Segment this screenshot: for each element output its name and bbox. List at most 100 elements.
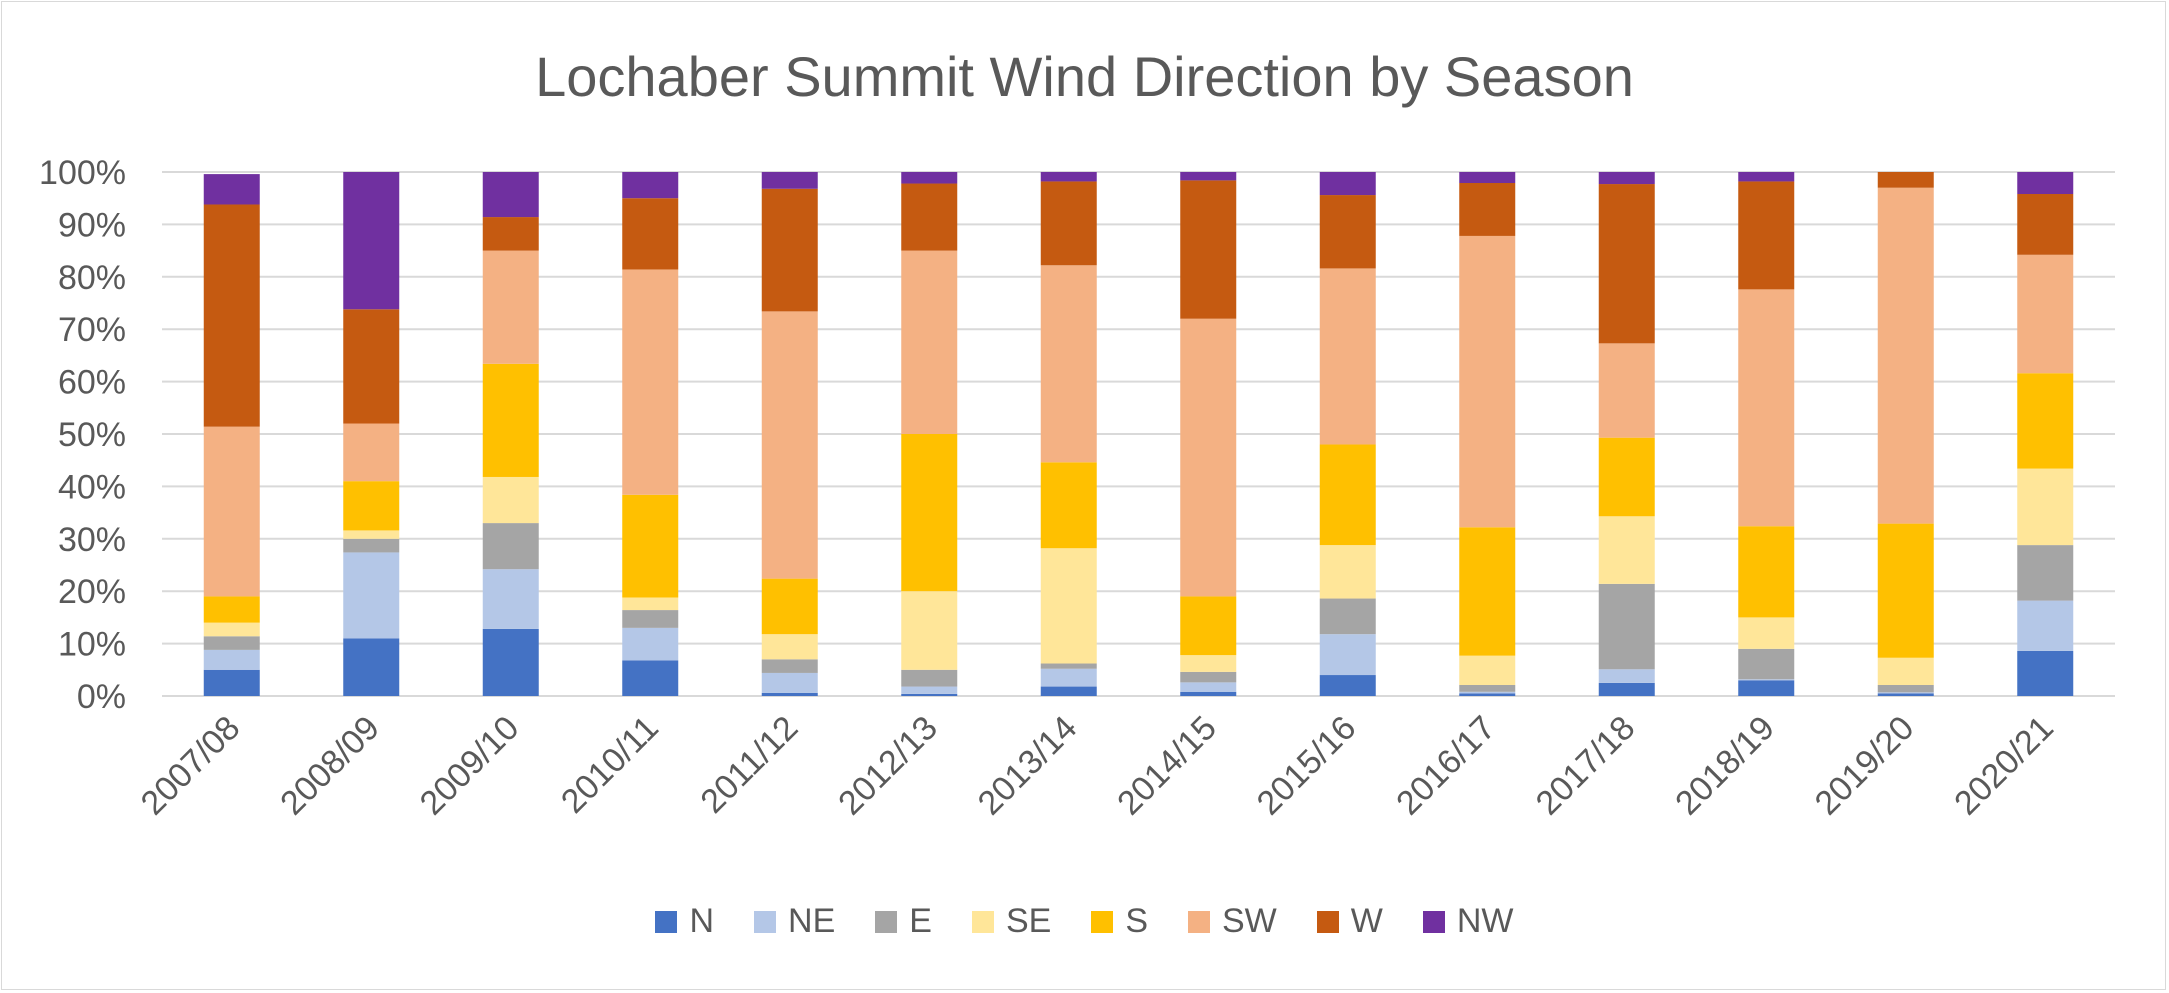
bar-segment-w xyxy=(1319,195,1376,269)
bar-segment-e xyxy=(1040,663,1097,669)
legend-label: S xyxy=(1125,902,1148,940)
bar-segment-se xyxy=(1040,548,1097,664)
legend-swatch xyxy=(1188,910,1210,933)
bar-segment-w xyxy=(1180,180,1237,319)
legend-swatch xyxy=(971,910,994,933)
bar-segment-se xyxy=(1738,617,1795,649)
bar-segment-s xyxy=(761,578,818,635)
y-tick-label: 50% xyxy=(58,416,126,454)
bar-segment-ne xyxy=(1459,691,1516,694)
bar-segment-n xyxy=(1738,680,1795,696)
bar-segment-e xyxy=(1459,684,1516,692)
legend-label: SE xyxy=(1005,902,1052,940)
bar-segment-sw xyxy=(482,250,539,364)
x-tick-label: 2013/14 xyxy=(971,709,1085,823)
x-tick-label: 2011/12 xyxy=(693,709,805,821)
x-tick-label: 2009/10 xyxy=(413,709,527,823)
bar-segment-nw xyxy=(1598,172,1655,185)
legend-swatch xyxy=(875,910,898,933)
bar-segment-nw xyxy=(901,172,958,184)
bar-segment-e xyxy=(2017,545,2074,601)
x-tick-label: 2016/17 xyxy=(1389,709,1503,823)
bar-segment-se xyxy=(761,634,818,660)
bar-segment-se xyxy=(482,476,539,524)
x-tick-label: 2020/21 xyxy=(1947,709,2061,823)
bar-segment-nw xyxy=(2017,172,2074,195)
bar-segment-n xyxy=(1319,675,1376,696)
bar-segment-w xyxy=(2017,194,2074,255)
bar-segment-ne xyxy=(1738,679,1795,681)
legend-item-n: N xyxy=(655,902,714,941)
bar-segment-nw xyxy=(1040,172,1097,182)
bar-segment-s xyxy=(622,494,679,598)
chart-title: Lochaber Summit Wind Direction by Season xyxy=(535,45,1634,108)
legend-label: E xyxy=(909,902,932,940)
bar-segment-e xyxy=(1319,598,1376,635)
bar-segment-e xyxy=(1598,583,1655,670)
x-tick-label: 2018/19 xyxy=(1668,709,1782,823)
bar-segment-sw xyxy=(901,250,958,434)
legend-swatch xyxy=(754,910,777,933)
bar-segment-se xyxy=(2017,468,2074,546)
bar-segment-s xyxy=(1598,437,1655,517)
legend-label: NW xyxy=(1456,902,1514,940)
bar-segment-s xyxy=(1459,527,1516,656)
bar-segment-sw xyxy=(1877,187,1934,524)
bar-segment-e xyxy=(482,523,539,570)
bar-segment-ne xyxy=(761,672,818,693)
bar-segment-nw xyxy=(1738,172,1795,182)
bar-segment-e xyxy=(203,636,260,650)
bar-segment-ne xyxy=(203,649,260,670)
bar-segment-sw xyxy=(1459,235,1516,528)
bar-segment-s xyxy=(1738,526,1795,618)
bar-segment-sw xyxy=(1319,268,1376,445)
y-tick-label: 0% xyxy=(77,678,126,716)
bar-segment-w xyxy=(343,309,400,424)
y-tick-label: 30% xyxy=(58,521,126,559)
y-tick-label: 10% xyxy=(58,626,126,664)
bar-segment-n xyxy=(203,669,260,696)
bar-segment-ne xyxy=(2017,600,2074,651)
bar-segment-w xyxy=(761,188,818,312)
legend-item-s: S xyxy=(1091,902,1148,941)
bar-segment-ne xyxy=(901,686,958,694)
bar-segment-s xyxy=(1180,596,1237,656)
x-tick-label: 2019/20 xyxy=(1808,709,1922,823)
bar-segment-w xyxy=(482,217,539,251)
legend-item-e: E xyxy=(875,902,932,941)
bar-segment-sw xyxy=(1040,265,1097,463)
bar-segment-w xyxy=(1459,183,1516,236)
y-tick-label: 90% xyxy=(58,206,126,244)
bar-segment-nw xyxy=(622,172,679,199)
y-tick-label: 100% xyxy=(39,154,126,192)
bar-segment-e xyxy=(901,669,958,687)
bar-segment-e xyxy=(1180,671,1237,683)
bar-segment-nw xyxy=(1319,172,1376,196)
bar-segment-se xyxy=(1877,657,1934,685)
bar-segment-w xyxy=(1877,172,1934,188)
x-tick-label: 2008/09 xyxy=(273,709,387,823)
bar-segment-n xyxy=(1040,686,1097,696)
bar-segment-n xyxy=(761,692,818,696)
bar-segment-sw xyxy=(1598,343,1655,438)
bar-segment-ne xyxy=(1040,668,1097,687)
bar-segment-sw xyxy=(622,269,679,495)
bar-segment-n xyxy=(482,628,539,696)
bar-segment-nw xyxy=(1180,172,1237,181)
bar-segment-sw xyxy=(761,311,818,579)
legend-swatch xyxy=(1422,910,1445,933)
bar-segment-n xyxy=(901,693,958,696)
bar-segment-n xyxy=(1459,693,1516,696)
bar-segment-s xyxy=(343,481,400,531)
bar-segment-sw xyxy=(343,423,400,482)
bar-segment-se xyxy=(1459,655,1516,685)
bar-segment-nw xyxy=(482,172,539,218)
bar-segment-ne xyxy=(622,627,679,661)
legend-swatch xyxy=(1091,910,1114,933)
legend-item-w: W xyxy=(1316,902,1383,941)
bar-segment-w xyxy=(1598,184,1655,344)
x-tick-label: 2015/16 xyxy=(1250,709,1364,823)
bar-segment-nw xyxy=(1459,172,1516,184)
bar-segment-e xyxy=(761,659,818,673)
